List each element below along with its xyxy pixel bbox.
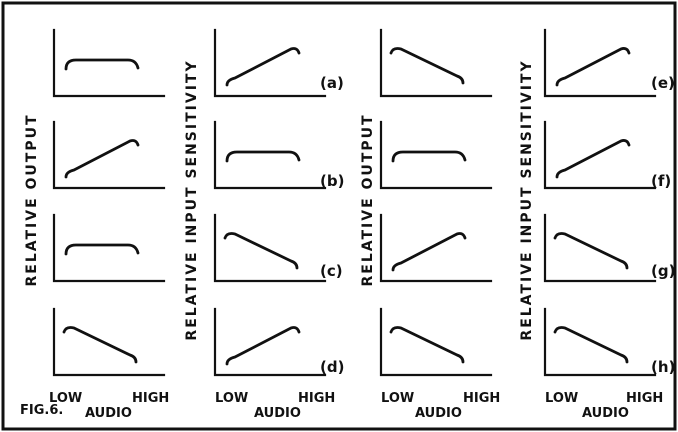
plot-label-h: (h)	[651, 358, 675, 376]
plot-axes-r4-c4	[543, 307, 657, 377]
response-curve-rising-r1-c4	[555, 47, 631, 87]
side-label-col2: RELATIVE INPUT SENSITIVITY	[184, 59, 200, 340]
plot-axes-r1-c1	[52, 28, 166, 98]
response-curve-rising-r1-c2	[225, 47, 301, 87]
plot-axes-r4-c3	[379, 307, 493, 377]
x-high-col1: HIGH	[132, 391, 169, 406]
response-curve-falling-r3-c2	[223, 232, 299, 270]
plot-grid	[52, 28, 657, 377]
side-label-col4: RELATIVE INPUT SENSITIVITY	[519, 59, 535, 340]
plot-label-b: (b)	[320, 172, 344, 190]
response-curve-falling-r3-c4	[553, 232, 629, 270]
x-low-col3: LOW	[381, 391, 414, 406]
plot-axes-r3-c2	[213, 213, 327, 283]
plot-label-a: (a)	[320, 74, 344, 92]
x-high-col4: HIGH	[626, 391, 663, 406]
plot-label-f: (f)	[651, 172, 671, 190]
response-curve-flat-r2-c2	[225, 150, 301, 163]
x-low-col1: LOW	[49, 391, 82, 406]
x-title-col4: AUDIO	[582, 406, 629, 421]
response-curve-flat-r1-c1	[64, 58, 140, 71]
response-curve-rising-r2-c4	[555, 139, 631, 179]
response-curve-rising-r4-c2	[225, 326, 301, 366]
response-curve-flat-r2-c3	[391, 150, 467, 163]
x-high-col3: HIGH	[463, 391, 500, 406]
x-title-col1: AUDIO	[85, 406, 132, 421]
plot-axes-r3-c1	[52, 213, 166, 283]
response-curve-flat-r3-c1	[64, 243, 140, 256]
figure-label: FIG.6.	[20, 403, 63, 418]
plot-axes-r2-c1	[52, 120, 166, 190]
x-high-col2: HIGH	[298, 391, 335, 406]
response-curve-falling-r1-c3	[389, 47, 465, 85]
x-title-col3: AUDIO	[415, 406, 462, 421]
plot-axes-r2-c2	[213, 120, 327, 190]
response-curve-rising-r2-c1	[64, 139, 140, 179]
plot-axes-r2-c3	[379, 120, 493, 190]
x-title-col2: AUDIO	[254, 406, 301, 421]
x-low-col4: LOW	[545, 391, 578, 406]
plot-axes-r2-c4	[543, 120, 657, 190]
response-curve-rising-r3-c3	[391, 232, 467, 272]
plot-label-d: (d)	[320, 358, 344, 376]
plot-axes-r4-c1	[52, 307, 166, 377]
plot-label-g: (g)	[651, 262, 675, 280]
plot-axes-r1-c2	[213, 28, 327, 98]
plot-label-e: (e)	[651, 74, 675, 92]
response-curve-falling-r4-c3	[389, 326, 465, 364]
x-low-col2: LOW	[215, 391, 248, 406]
plot-axes-r3-c4	[543, 213, 657, 283]
plot-axes-r3-c3	[379, 213, 493, 283]
response-curve-falling-r4-c1	[62, 326, 138, 364]
side-label-col1: RELATIVE OUTPUT	[24, 113, 40, 286]
plot-label-c: (c)	[320, 262, 343, 280]
plot-axes-r1-c4	[543, 28, 657, 98]
plot-axes-r1-c3	[379, 28, 493, 98]
response-curve-falling-r4-c4	[553, 326, 629, 364]
side-label-col3: RELATIVE OUTPUT	[360, 113, 376, 286]
plot-axes-r4-c2	[213, 307, 327, 377]
